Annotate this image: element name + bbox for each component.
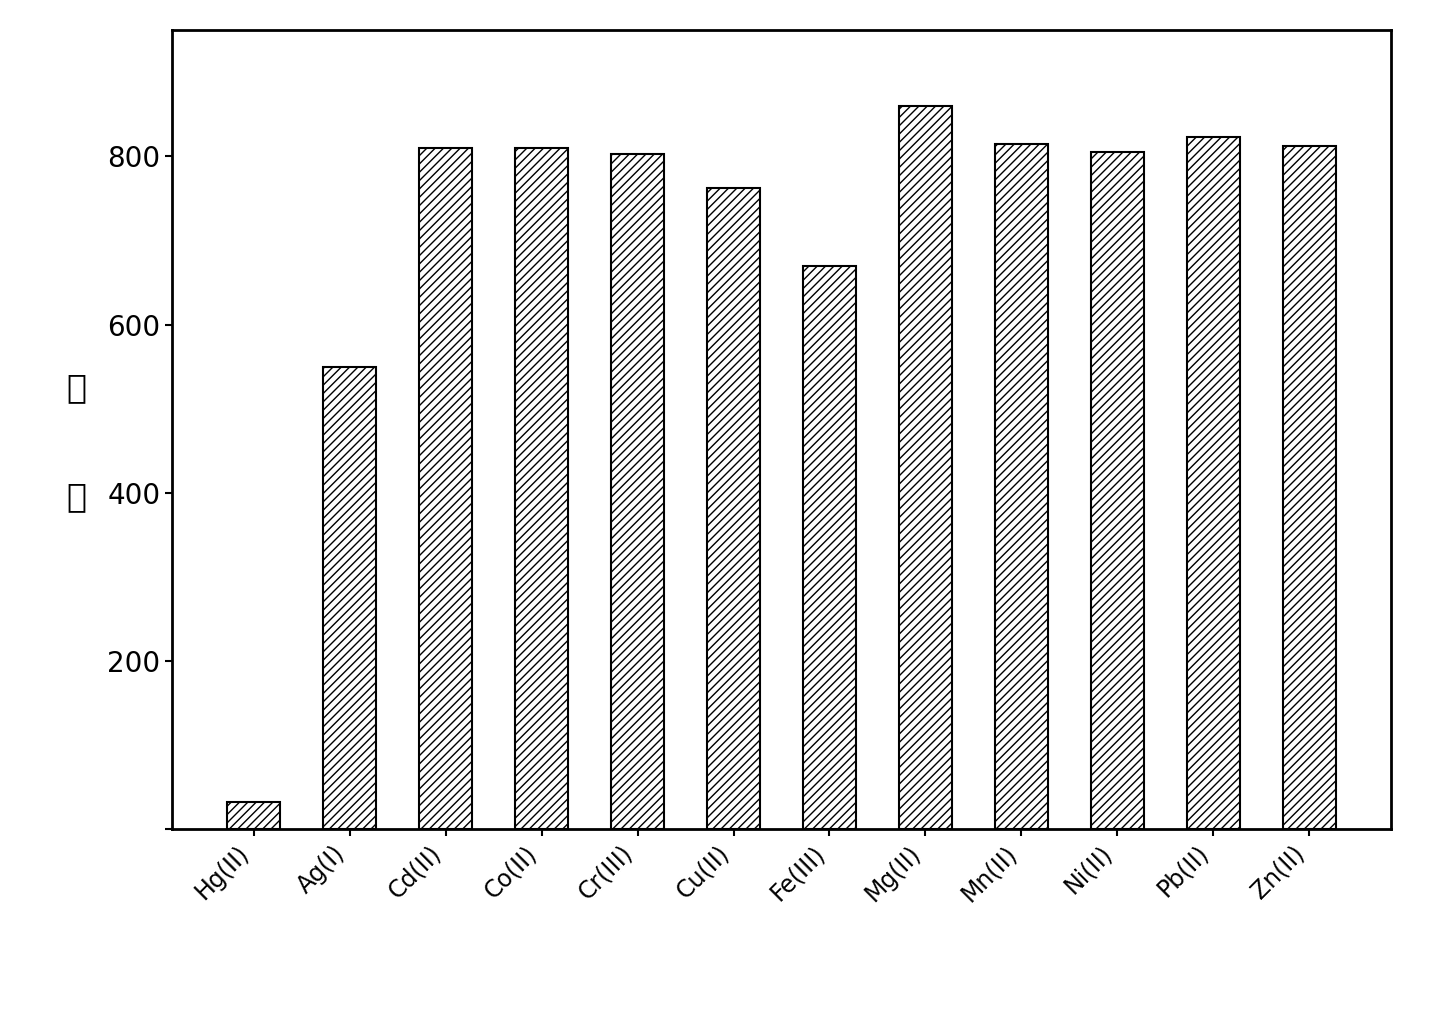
Text: 度: 度 xyxy=(66,480,86,514)
Bar xyxy=(899,106,952,829)
Text: 强: 强 xyxy=(66,371,86,404)
Bar xyxy=(419,148,472,829)
Bar xyxy=(995,144,1048,829)
Bar xyxy=(515,148,568,829)
Bar xyxy=(1091,153,1144,829)
Bar xyxy=(228,802,280,829)
Bar xyxy=(1187,137,1239,829)
Bar xyxy=(803,266,856,829)
Bar xyxy=(324,367,376,829)
Bar xyxy=(707,188,760,829)
Bar xyxy=(611,154,664,829)
Bar xyxy=(1283,147,1335,829)
